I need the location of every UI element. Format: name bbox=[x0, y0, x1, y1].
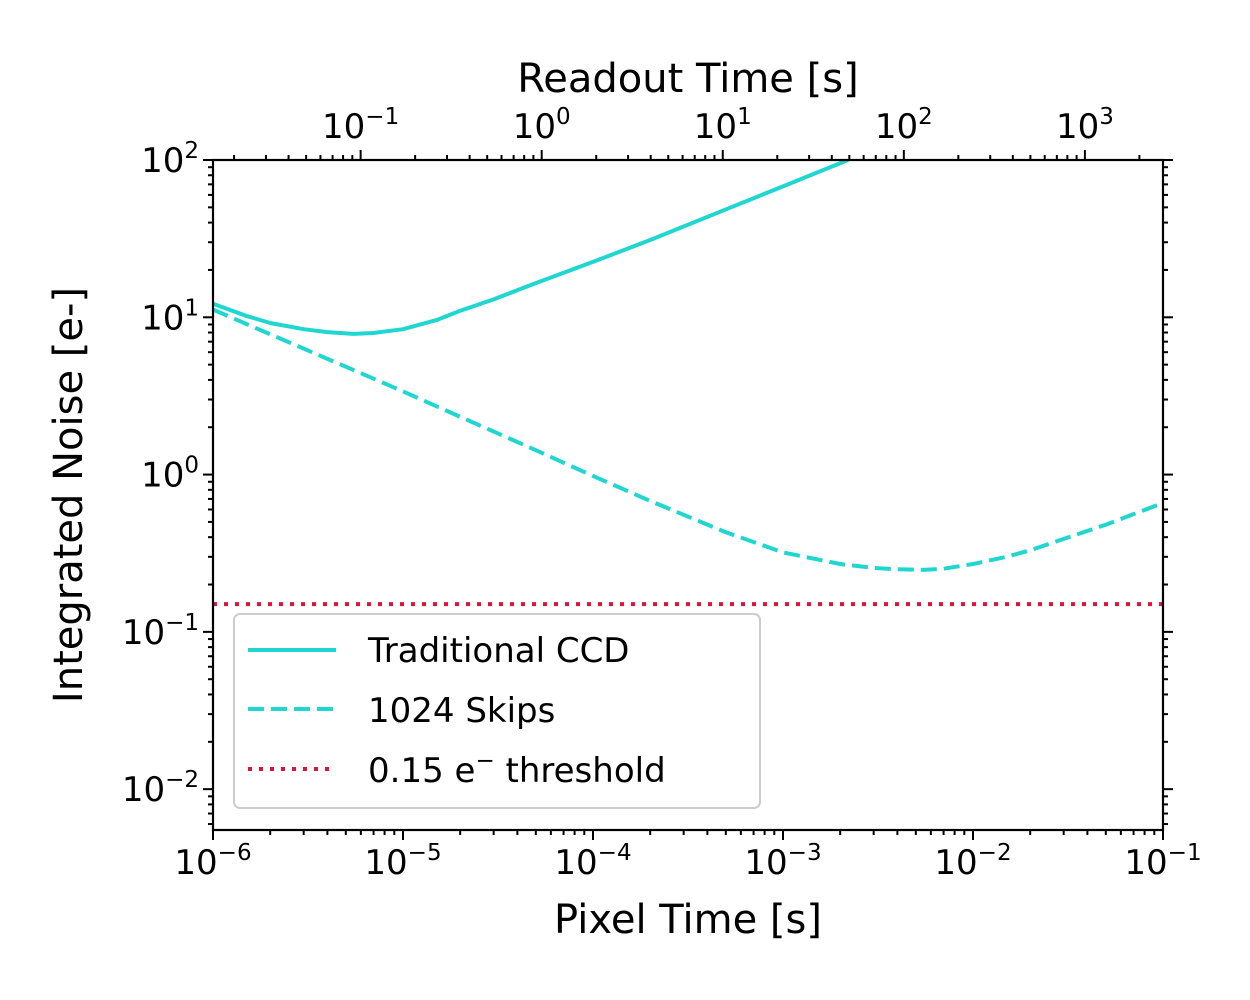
y-tick-label-exp: 2 bbox=[184, 138, 199, 164]
top-x-tick-label-exp: 1 bbox=[737, 104, 752, 130]
plot-frame bbox=[211, 158, 1165, 832]
y-tick-label: 100 bbox=[141, 453, 199, 496]
x-axis-title: Pixel Time [s] bbox=[554, 897, 822, 943]
top-x-tick-label: 101 bbox=[694, 104, 752, 147]
top-x-tick-label-exp: −1 bbox=[365, 104, 399, 130]
y-tick-label: 10−1 bbox=[122, 610, 199, 653]
top-x-axis-title: Readout Time [s] bbox=[517, 56, 858, 102]
series-line-1024-skips bbox=[213, 307, 1163, 572]
legend-box bbox=[233, 613, 761, 809]
y-tick-label: 102 bbox=[141, 138, 199, 181]
top-x-tick-label-exp: 3 bbox=[1099, 104, 1114, 130]
y-axis-title: Integrated Noise [e-] bbox=[46, 287, 92, 703]
y-tick-label-exp: −2 bbox=[165, 767, 199, 793]
top-x-tick-label-exp: 0 bbox=[556, 104, 571, 130]
legend-label-threshold: 0.15 e− threshold bbox=[368, 748, 666, 791]
top-x-tick-label: 10−1 bbox=[322, 104, 399, 147]
legend-threshold-tail: threshold bbox=[495, 751, 666, 791]
x-tick-label: 10−1 bbox=[1124, 840, 1201, 883]
y-tick-label: 101 bbox=[141, 295, 199, 338]
y-tick-label-base: 10 bbox=[141, 456, 184, 496]
x-tick-label: 10−6 bbox=[174, 840, 251, 883]
y-tick-label: 10−2 bbox=[122, 767, 199, 810]
x-tick-label-base: 10 bbox=[174, 843, 217, 883]
legend-label-traditional-ccd: Traditional CCD bbox=[367, 631, 630, 671]
x-tick-label-base: 10 bbox=[364, 843, 407, 883]
x-tick-label-exp: −5 bbox=[408, 840, 442, 866]
y-tick-label-base: 10 bbox=[122, 770, 165, 810]
legend-threshold-main: 0.15 e bbox=[368, 751, 475, 791]
y-tick-label-base: 10 bbox=[141, 298, 184, 338]
x-tick-label-exp: −3 bbox=[788, 840, 822, 866]
top-x-tick-label: 100 bbox=[513, 104, 571, 147]
x-tick-label: 10−5 bbox=[364, 840, 441, 883]
legend-threshold-sup: − bbox=[475, 748, 494, 774]
tick-labels: 10−6 10−5 10−4 10−3 10−2 10−110−1 100 101 102 103… bbox=[122, 104, 1202, 883]
top-x-tick-label: 102 bbox=[875, 104, 933, 147]
top-x-tick-label-exp: 2 bbox=[918, 104, 933, 130]
x-tick-label-base: 10 bbox=[744, 843, 787, 883]
x-tick-label-exp: −4 bbox=[598, 840, 632, 866]
top-x-tick-label-base: 10 bbox=[322, 107, 365, 147]
top-x-tick-label-base: 10 bbox=[513, 107, 556, 147]
legend-label-1024-skips: 1024 Skips bbox=[368, 691, 555, 731]
y-tick-label-exp: −1 bbox=[165, 610, 199, 636]
y-tick-label-exp: 1 bbox=[184, 295, 199, 321]
x-tick-label-exp: −6 bbox=[218, 840, 252, 866]
series-line-traditional-ccd bbox=[213, 160, 849, 336]
y-tick-label-base: 10 bbox=[141, 141, 184, 181]
x-tick-label-base: 10 bbox=[554, 843, 597, 883]
series-layer bbox=[213, 160, 1163, 607]
top-x-tick-label-base: 10 bbox=[694, 107, 737, 147]
y-tick-label-exp: 0 bbox=[184, 453, 199, 479]
top-x-tick-label-base: 10 bbox=[1056, 107, 1099, 147]
top-x-tick-label-base: 10 bbox=[875, 107, 918, 147]
x-tick-label-exp: −1 bbox=[1168, 840, 1202, 866]
y-tick-label-base: 10 bbox=[122, 613, 165, 653]
x-tick-label-base: 10 bbox=[934, 843, 977, 883]
top-x-tick-label: 103 bbox=[1056, 104, 1114, 147]
x-tick-label-base: 10 bbox=[1124, 843, 1167, 883]
major-ticks bbox=[203, 150, 1173, 840]
x-tick-label-exp: −2 bbox=[978, 840, 1012, 866]
legend: Traditional CCD 1024 Skips 0.15 e− thres… bbox=[233, 613, 761, 809]
x-tick-label: 10−4 bbox=[554, 840, 631, 883]
x-tick-label: 10−3 bbox=[744, 840, 821, 883]
x-tick-label: 10−2 bbox=[934, 840, 1011, 883]
